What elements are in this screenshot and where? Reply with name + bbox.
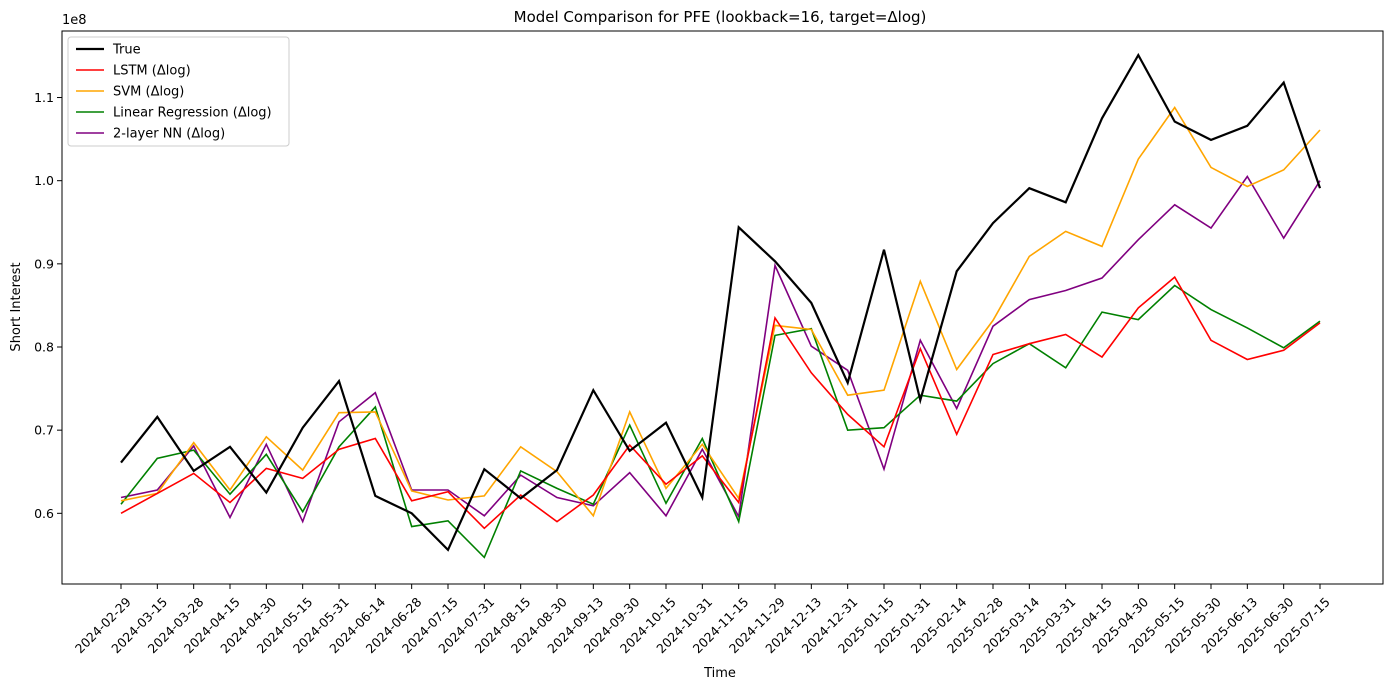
y-axis-title: Short Interest (9, 262, 24, 351)
legend-label: Linear Regression (Δlog) (113, 106, 272, 121)
y-tick-label: 0.7 (34, 423, 54, 438)
y-tick-label: 1.0 (34, 173, 54, 188)
y-axis-offset-label: 1e8 (62, 13, 87, 28)
series-line-lstm-log (120, 275, 1321, 530)
y-axis: 0.6 0.7 0.8 0.9 1.0 1.1 (34, 90, 62, 521)
legend-label: True (112, 43, 141, 58)
chart-title: Model Comparison for PFE (lookback=16, t… (514, 8, 927, 26)
y-tick-label: 1.1 (34, 90, 54, 105)
series-line-svm-log (120, 106, 1321, 518)
legend-label: LSTM (Δlog) (113, 64, 191, 79)
y-tick-label: 0.8 (34, 340, 54, 355)
legend-label: 2-layer NN (Δlog) (113, 127, 225, 142)
series-line-true (120, 52, 1322, 552)
legend: True LSTM (Δlog) SVM (Δlog) Linear Regressi… (67, 36, 290, 147)
y-tick-label: 0.9 (34, 256, 54, 271)
series-layer (120, 52, 1322, 559)
legend-box (67, 36, 290, 147)
series-line-2-layer-nn-log (120, 175, 1321, 524)
plot-frame (61, 30, 1384, 585)
y-tick-label: 0.6 (34, 506, 54, 521)
legend-label: SVM (Δlog) (113, 85, 184, 100)
plot-area (61, 30, 1384, 585)
x-axis-title: Time (703, 666, 736, 681)
